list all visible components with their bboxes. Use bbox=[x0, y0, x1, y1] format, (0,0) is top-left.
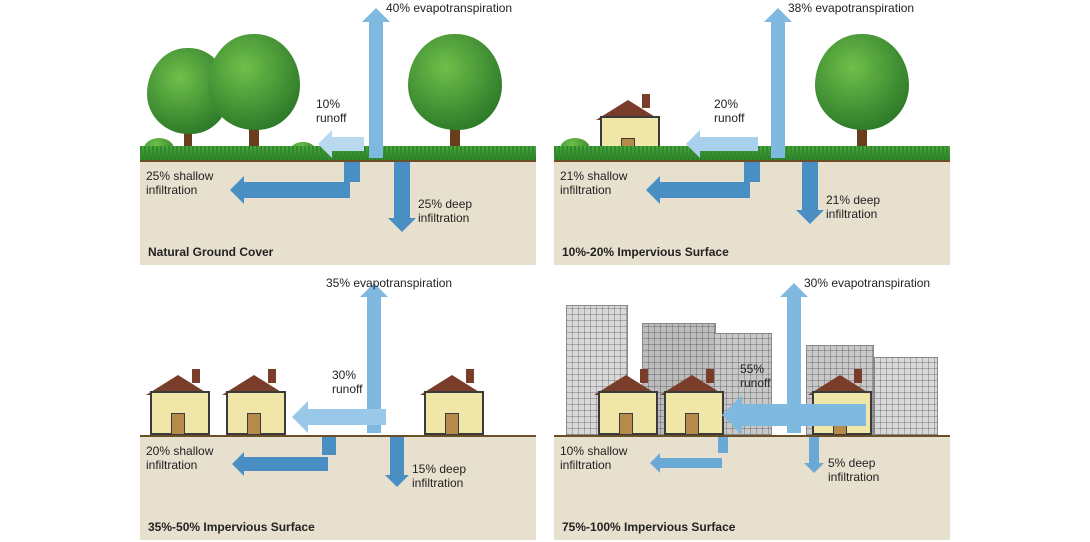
runoff-label: 55% runoff bbox=[740, 363, 770, 391]
ground: 21% shallow infiltration 21% deep infilt… bbox=[554, 160, 950, 265]
shallow-arrow bbox=[230, 176, 350, 204]
shallow-arrow-tail bbox=[342, 162, 362, 192]
deep-arrow bbox=[796, 162, 824, 224]
panel-natural: 40% evapotranspiration 10% runoff 25% sh… bbox=[140, 2, 536, 265]
evapo-label: 35% evapotranspiration bbox=[326, 277, 452, 291]
panel-caption: Natural Ground Cover bbox=[148, 245, 273, 259]
runoff-label: 20% runoff bbox=[714, 98, 744, 126]
panel-grid: 40% evapotranspiration 10% runoff 25% sh… bbox=[140, 2, 950, 540]
ground: 10% shallow infiltration 5% deep infiltr… bbox=[554, 435, 950, 540]
sky: 35% evapotranspiration 30% runoff bbox=[140, 277, 536, 435]
evapo-label: 38% evapotranspiration bbox=[788, 2, 914, 16]
shallow-arrow bbox=[232, 451, 328, 477]
evapo-label: 40% evapotranspiration bbox=[386, 2, 512, 16]
shallow-label: 21% shallow infiltration bbox=[560, 170, 627, 198]
tree-icon bbox=[410, 30, 500, 160]
shallow-arrow-tail bbox=[742, 162, 762, 192]
page: 40% evapotranspiration 10% runoff 25% sh… bbox=[0, 0, 1090, 542]
tree-icon bbox=[816, 28, 908, 160]
shallow-arrow-tail bbox=[716, 437, 730, 461]
ground: 25% shallow infiltration 25% deep infilt… bbox=[140, 160, 536, 265]
runoff-label: 30% runoff bbox=[332, 369, 362, 397]
runoff-arrow bbox=[722, 395, 866, 435]
sky: 40% evapotranspiration 10% runoff bbox=[140, 2, 536, 160]
runoff-arrow bbox=[318, 130, 364, 158]
panel-high: 30% evapotranspiration 55% runoff 10% sh… bbox=[554, 277, 950, 540]
tree-icon bbox=[210, 28, 298, 160]
panel-caption: 75%-100% Impervious Surface bbox=[562, 520, 735, 534]
deep-label: 15% deep infiltration bbox=[412, 463, 466, 491]
building-icon bbox=[874, 357, 938, 435]
shallow-arrow bbox=[650, 453, 722, 473]
runoff-arrow bbox=[292, 401, 386, 433]
shallow-label: 20% shallow infiltration bbox=[146, 445, 213, 473]
panel-med: 35% evapotranspiration 30% runoff 20% sh… bbox=[140, 277, 536, 540]
shallow-label: 25% shallow infiltration bbox=[146, 170, 213, 198]
deep-arrow bbox=[384, 437, 410, 487]
sky: 38% evapotranspiration 20% runoff bbox=[554, 2, 950, 160]
panel-low: 38% evapotranspiration 20% runoff 21% sh… bbox=[554, 2, 950, 265]
panel-caption: 10%-20% Impervious Surface bbox=[562, 245, 729, 259]
evapo-arrow bbox=[362, 8, 390, 158]
evapo-arrow bbox=[764, 8, 792, 158]
deep-arrow bbox=[804, 437, 824, 473]
ground: 20% shallow infiltration 15% deep infilt… bbox=[140, 435, 536, 540]
shallow-label: 10% shallow infiltration bbox=[560, 445, 627, 473]
deep-label: 25% deep infiltration bbox=[418, 198, 472, 226]
sky: 30% evapotranspiration 55% runoff bbox=[554, 277, 950, 435]
deep-label: 5% deep infiltration bbox=[828, 457, 879, 485]
runoff-arrow bbox=[686, 130, 758, 158]
deep-label: 21% deep infiltration bbox=[826, 194, 880, 222]
shallow-arrow-tail bbox=[320, 437, 338, 465]
runoff-label: 10% runoff bbox=[316, 98, 346, 126]
shallow-arrow bbox=[646, 176, 750, 204]
evapo-label: 30% evapotranspiration bbox=[804, 277, 930, 291]
panel-caption: 35%-50% Impervious Surface bbox=[148, 520, 315, 534]
deep-arrow bbox=[388, 162, 416, 232]
